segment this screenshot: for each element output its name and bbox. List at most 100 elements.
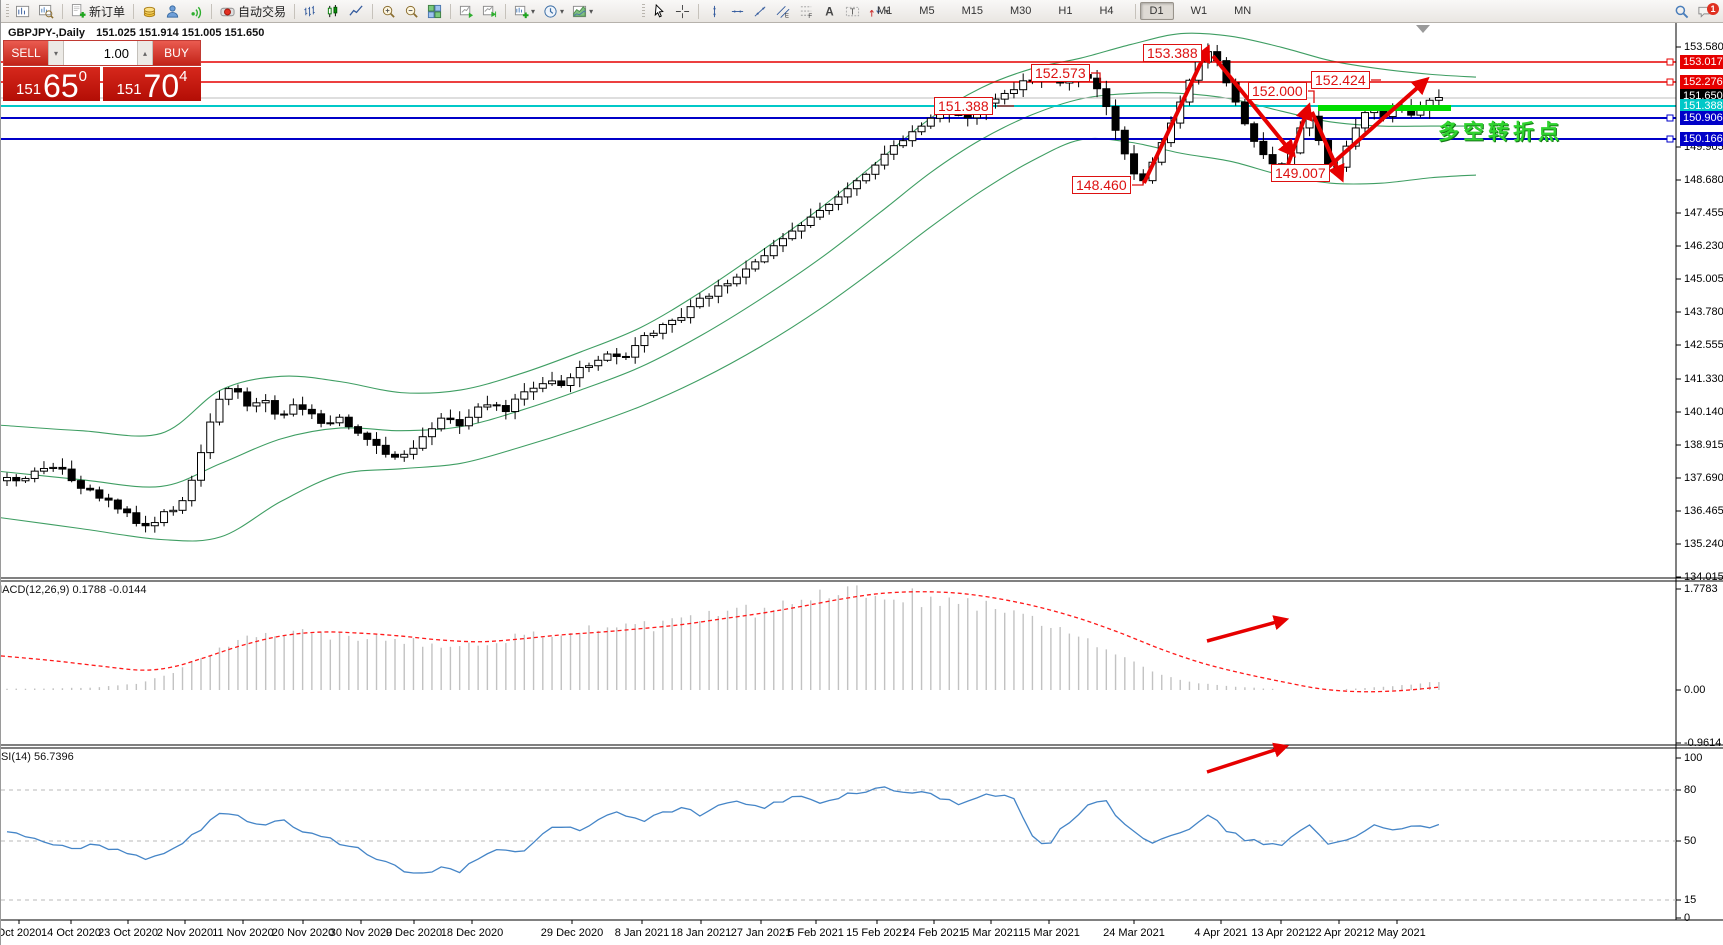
toolbar-separator <box>698 3 699 19</box>
line-chart-button[interactable] <box>345 0 368 22</box>
vline-button[interactable] <box>703 0 726 22</box>
zoom-in-button[interactable] <box>377 0 400 22</box>
search-button[interactable] <box>1670 0 1693 22</box>
price-annotation-152.000[interactable]: 152.000 <box>1248 82 1307 100</box>
line-handle[interactable] <box>1666 58 1674 66</box>
timeframe-d1-button[interactable]: D1 <box>1139 2 1174 20</box>
period-clock-button[interactable]: ▾ <box>539 0 568 22</box>
auto-scroll-button[interactable] <box>455 0 478 22</box>
coins-icon <box>143 6 156 17</box>
support-zone-bar[interactable] <box>1318 105 1451 111</box>
trend-arrow[interactable] <box>1322 76 1430 173</box>
channel-button[interactable]: E <box>772 0 795 22</box>
bollinger-lower-band <box>1 137 1477 542</box>
tile-windows-button[interactable] <box>423 0 446 22</box>
price-scale-label: 141.330 <box>1684 373 1723 385</box>
sell-button[interactable]: SELL <box>4 41 48 65</box>
rsi-label: RSI(14) 56.7396 <box>0 751 74 763</box>
sell-price-point: 0 <box>78 68 87 85</box>
date-label: 24 Mar 2021 <box>1103 927 1165 939</box>
volume-input[interactable]: 1.00 <box>64 41 137 65</box>
hline-button[interactable] <box>726 0 749 22</box>
timeframe-m1-button[interactable]: M1 <box>877 5 893 17</box>
date-label: 29 Dec 2020 <box>540 927 604 939</box>
buy-button[interactable]: BUY <box>153 41 200 65</box>
fibonacci-button[interactable]: F <box>795 0 818 22</box>
trend-arrow[interactable] <box>1310 111 1345 183</box>
price-annotation-152.573[interactable]: 152.573 <box>1031 64 1090 82</box>
candle-body <box>1009 89 1018 94</box>
timeframe-m30-button[interactable]: M30 <box>1009 5 1032 17</box>
tile-windows-icon <box>427 4 442 18</box>
date-label: 24 Feb 2021 <box>903 927 965 939</box>
timeframe-w1-button[interactable]: W1 <box>1190 5 1208 17</box>
crosshair-button[interactable] <box>671 0 694 22</box>
chart-search-button[interactable] <box>35 0 58 22</box>
candle-body <box>880 153 889 166</box>
signal-button[interactable] <box>184 0 207 22</box>
candle-body <box>511 398 520 413</box>
volume-decrease-button[interactable]: ▾ <box>48 41 64 65</box>
timeframe-m5-button[interactable]: M5 <box>919 5 935 17</box>
candle-body <box>317 413 326 424</box>
rsi-trend-arrow[interactable] <box>1206 742 1290 774</box>
timeframe-h1-button[interactable]: H1 <box>1058 5 1073 17</box>
toolbar-button-label: 新订单 <box>89 4 126 19</box>
date-label: 2 May 2021 <box>1368 927 1426 939</box>
price-annotation-149.007[interactable]: 149.007 <box>1271 164 1330 182</box>
timeframe-h4-button[interactable]: H4 <box>1099 5 1114 17</box>
price-annotation-148.460[interactable]: 148.460 <box>1072 176 1131 194</box>
cursor-button[interactable] <box>648 0 671 22</box>
trend-arrow[interactable] <box>1211 54 1296 158</box>
coins-button[interactable] <box>138 0 161 22</box>
text-button[interactable]: A <box>818 0 841 22</box>
timeframe-mn-button[interactable]: MN <box>1234 5 1252 17</box>
price-annotation-152.424[interactable]: 152.424 <box>1311 71 1370 89</box>
autotrade-button[interactable]: 自动交易 <box>216 0 290 22</box>
new-order-button[interactable]: 新订单 <box>67 0 129 22</box>
candle-body <box>732 276 741 285</box>
zoom-out-button[interactable] <box>400 0 423 22</box>
date-label: 20 Nov 2020 <box>271 927 335 939</box>
timeframe-m15-button[interactable]: M15 <box>961 5 983 17</box>
new-chart-button[interactable]: ▾ <box>510 0 539 22</box>
chevron-down-icon: ▾ <box>885 6 890 16</box>
svg-text:T: T <box>850 6 855 16</box>
templates-button[interactable]: ▾ <box>568 0 597 22</box>
line-handle[interactable] <box>1666 114 1674 122</box>
trade-panel-order-row: SELL ▾ 1.00 ▴ BUY <box>3 40 201 66</box>
candle-body <box>464 416 473 427</box>
shapes-button[interactable]: ▾ <box>864 0 893 22</box>
line-handle[interactable] <box>1666 78 1674 86</box>
person-button[interactable] <box>161 0 184 22</box>
toolbar-separator <box>505 3 507 19</box>
toolbar-grip[interactable] <box>642 4 645 18</box>
trend-arrow[interactable] <box>1142 44 1211 184</box>
line-handle[interactable] <box>1666 135 1674 143</box>
trendline-button[interactable] <box>749 0 772 22</box>
chart-shift-marker[interactable] <box>1416 25 1430 33</box>
price-annotation-153.388[interactable]: 153.388 <box>1143 44 1202 62</box>
bar-chart-button[interactable] <box>299 0 322 22</box>
bollinger-middle-band <box>1 92 1476 488</box>
candle-chart-button[interactable] <box>322 0 345 22</box>
label-button[interactable]: T <box>841 0 864 22</box>
candle-body <box>123 508 132 514</box>
templates-icon <box>573 5 587 17</box>
candle-body <box>1019 80 1028 91</box>
macd-trend-arrow[interactable] <box>1206 615 1290 643</box>
toolbar-separator <box>62 3 63 19</box>
chart-window-button[interactable] <box>12 0 35 22</box>
candle-body <box>455 419 464 427</box>
chat-button[interactable]: 1 <box>1693 0 1719 22</box>
turning-point-annotation[interactable]: 多空转折点 <box>1438 121 1563 144</box>
sell-price-major: 151 <box>16 81 42 98</box>
sell-price-display[interactable]: 151 65 0 <box>3 67 100 102</box>
chart-shift-button[interactable] <box>478 0 501 22</box>
buy-price-display[interactable]: 151 70 4 <box>103 67 201 102</box>
candle-body <box>372 438 381 446</box>
price-annotation-151.388[interactable]: 151.388 <box>934 97 993 115</box>
toolbar-grip[interactable] <box>6 4 9 18</box>
volume-increase-button[interactable]: ▴ <box>137 41 153 65</box>
